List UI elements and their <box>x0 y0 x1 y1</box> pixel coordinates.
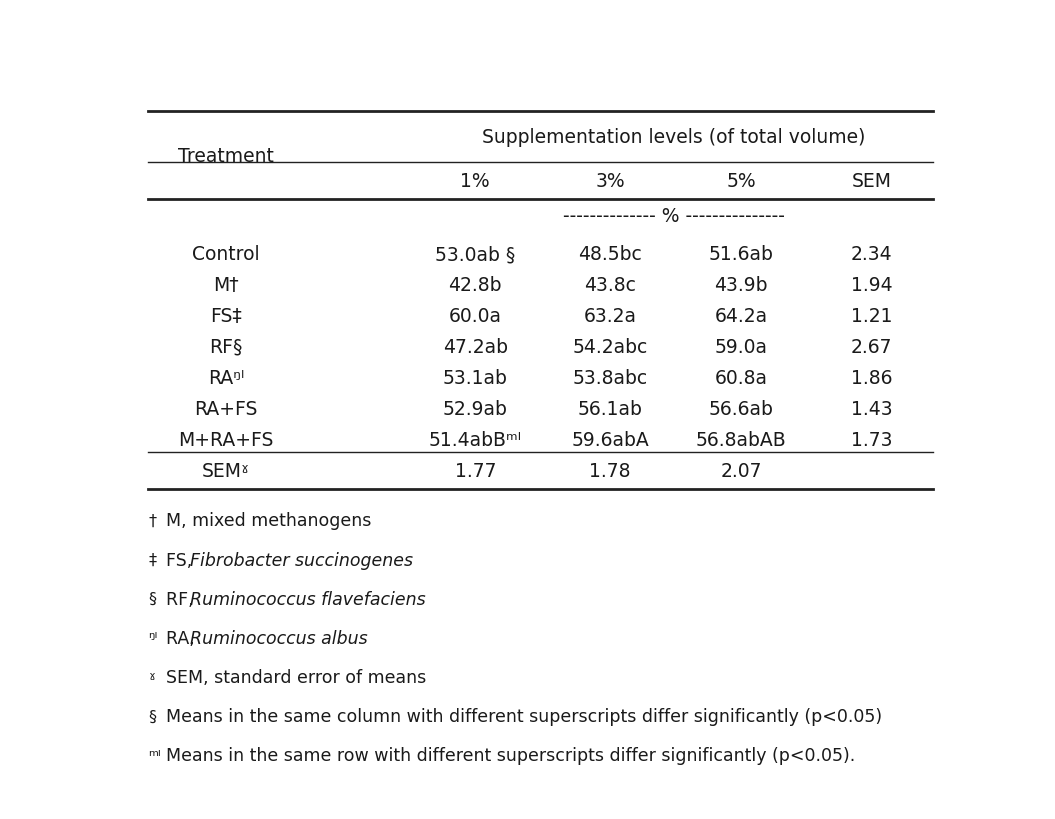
Text: 56.6ab: 56.6ab <box>709 400 773 419</box>
Text: ‡: ‡ <box>148 552 156 568</box>
Text: ᵐᴵ: ᵐᴵ <box>148 748 161 762</box>
Text: -------------- % ---------------: -------------- % --------------- <box>562 206 785 226</box>
Text: RF,: RF, <box>167 590 199 608</box>
Text: RF§: RF§ <box>209 337 243 356</box>
Text: 48.5bc: 48.5bc <box>578 245 642 264</box>
Text: Control: Control <box>192 245 260 264</box>
Text: 56.1ab: 56.1ab <box>578 400 642 419</box>
Text: 1.94: 1.94 <box>851 276 893 295</box>
Text: RAᵑᴵ: RAᵑᴵ <box>208 369 244 387</box>
Text: 64.2a: 64.2a <box>714 306 768 326</box>
Text: Supplementation levels (of total volume): Supplementation levels (of total volume) <box>482 129 865 147</box>
Text: 2.07: 2.07 <box>721 461 762 480</box>
Text: 2.67: 2.67 <box>851 337 893 356</box>
Text: 59.6abA: 59.6abA <box>572 430 649 450</box>
Text: 1.77: 1.77 <box>455 461 496 480</box>
Text: M+RA+FS: M+RA+FS <box>178 430 273 450</box>
Text: RA,: RA, <box>167 629 200 647</box>
Text: 53.0ab §: 53.0ab § <box>435 245 516 264</box>
Text: RA+FS: RA+FS <box>194 400 257 419</box>
Text: §: § <box>148 708 156 724</box>
Text: 51.6ab: 51.6ab <box>709 245 773 264</box>
Text: 42.8b: 42.8b <box>448 276 502 295</box>
Text: 60.8a: 60.8a <box>714 369 767 387</box>
Text: Means in the same column with different superscripts differ significantly (p<0.0: Means in the same column with different … <box>167 708 882 726</box>
Text: Fibrobacter succinogenes: Fibrobacter succinogenes <box>190 551 413 569</box>
Text: 43.8c: 43.8c <box>584 276 636 295</box>
Text: Ruminococcus albus: Ruminococcus albus <box>190 629 367 647</box>
Text: Ruminococcus flavefaciens: Ruminococcus flavefaciens <box>190 590 425 608</box>
Text: 1%: 1% <box>460 172 491 191</box>
Text: Treatment: Treatment <box>178 147 274 165</box>
Text: 51.4abBᵐᴵ: 51.4abBᵐᴵ <box>428 430 522 450</box>
Text: M, mixed methanogens: M, mixed methanogens <box>167 512 371 530</box>
Text: 1.78: 1.78 <box>590 461 631 480</box>
Text: §: § <box>148 591 156 607</box>
Text: 5%: 5% <box>726 172 755 191</box>
Text: 1.86: 1.86 <box>851 369 893 387</box>
Text: M†: M† <box>213 276 238 295</box>
Text: FS,: FS, <box>167 551 198 569</box>
Text: 2.34: 2.34 <box>851 245 893 264</box>
Text: 47.2ab: 47.2ab <box>443 337 507 356</box>
Text: 1.73: 1.73 <box>851 430 893 450</box>
Text: 53.1ab: 53.1ab <box>443 369 507 387</box>
Text: 3%: 3% <box>595 172 625 191</box>
Text: FS‡: FS‡ <box>210 306 242 326</box>
Text: 53.8abc: 53.8abc <box>573 369 648 387</box>
Text: Means in the same row with different superscripts differ significantly (p<0.05).: Means in the same row with different sup… <box>167 746 856 764</box>
Text: ˠ: ˠ <box>148 670 155 685</box>
Text: SEM: SEM <box>851 172 891 191</box>
Text: 54.2abc: 54.2abc <box>573 337 648 356</box>
Text: 1.21: 1.21 <box>851 306 893 326</box>
Text: †: † <box>148 514 156 528</box>
Text: 59.0a: 59.0a <box>714 337 767 356</box>
Text: 63.2a: 63.2a <box>583 306 636 326</box>
Text: SEM, standard error of means: SEM, standard error of means <box>167 668 426 686</box>
Text: 52.9ab: 52.9ab <box>443 400 507 419</box>
Text: 60.0a: 60.0a <box>448 306 502 326</box>
Text: ᵑᴵ: ᵑᴵ <box>148 631 158 645</box>
Text: 56.8abAB: 56.8abAB <box>695 430 786 450</box>
Text: 43.9b: 43.9b <box>714 276 768 295</box>
Text: SEMˠ: SEMˠ <box>202 461 250 480</box>
Text: 1.43: 1.43 <box>851 400 893 419</box>
